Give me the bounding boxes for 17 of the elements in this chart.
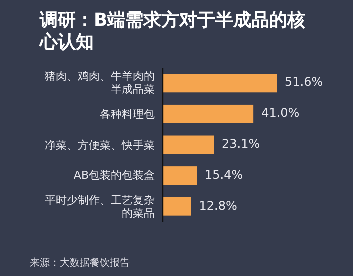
bar [163,104,254,124]
y-tick-label: 各种料理包 [99,108,155,121]
data-label: 41.0% [262,106,300,120]
data-label: 51.6% [285,75,324,90]
source-note: 来源：大数据餐饮报告 [30,256,130,270]
bar [163,136,214,154]
y-tick-label: 净菜、方便菜、快手菜 [44,138,155,152]
data-label: 12.8% [199,198,238,213]
data-label: 15.4% [205,168,244,182]
y-tick-label: AB包装的包装盒 [72,169,155,182]
bar [163,74,277,93]
data-label: 23.1% [222,137,260,151]
y-tick-label: 猪肉、鸡肉、牛羊肉的半成品菜 [44,70,155,96]
bar [163,197,192,216]
bar [163,166,198,186]
chart-title: 调研：B端需求方对于半成品的核心认知 [40,10,307,54]
y-tick-label: 平时少制作、工艺复杂的菜品 [44,194,155,220]
